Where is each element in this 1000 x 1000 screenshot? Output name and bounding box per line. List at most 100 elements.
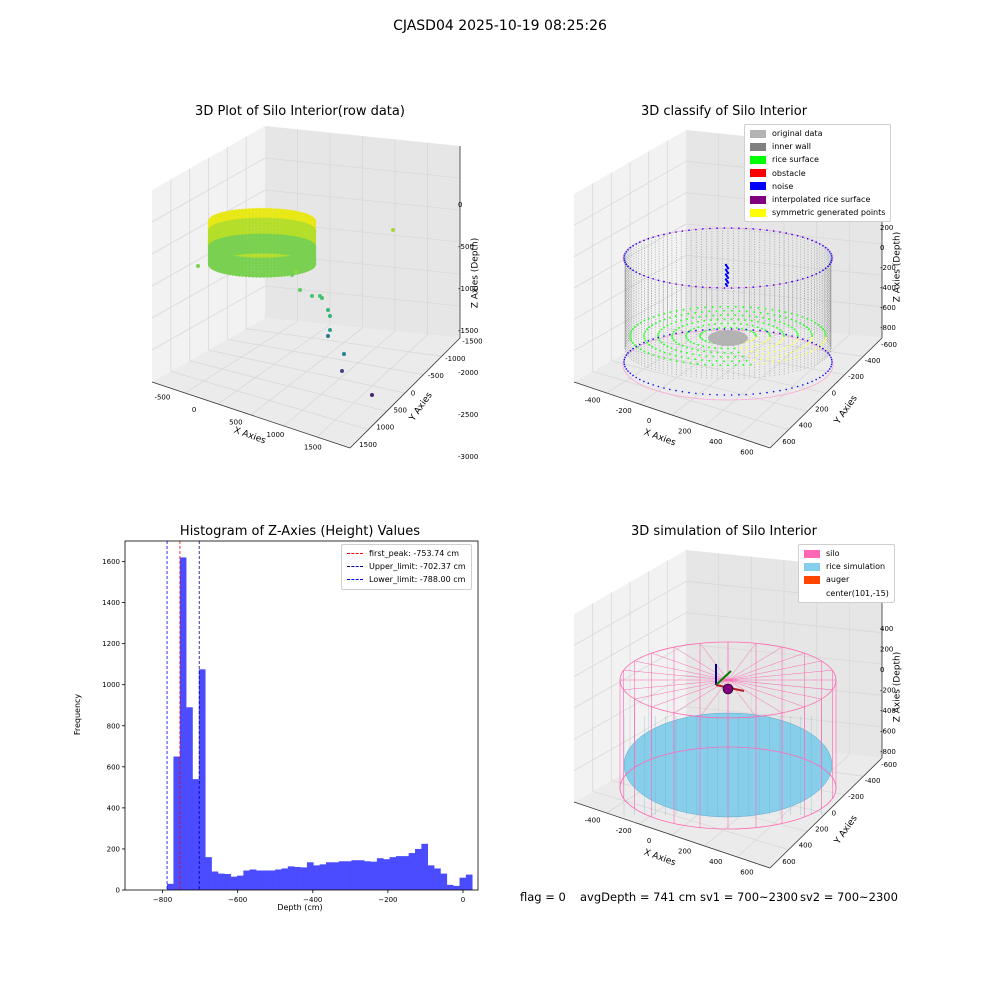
p1-point [282,237,287,243]
p1-point [247,237,252,242]
p1-point [243,237,249,242]
hist-bar [453,885,460,890]
p1-point [254,214,259,219]
p1-point [250,236,256,242]
p1-point [237,228,242,233]
hist-bar [326,862,333,890]
p1-point [240,221,245,226]
p1-ytick: -1500 [462,338,482,346]
p1-point [275,214,281,220]
p1-point [237,225,242,230]
p1-point [275,237,281,242]
p1-point [285,268,291,273]
p1-point [272,253,277,259]
hist-bar [275,869,282,890]
p1-point [265,220,270,226]
hist-ytick-label: 400 [107,804,120,812]
figure-title: CJASD04 2025-10-19 08:25:26 [393,18,607,34]
p1-point [275,269,281,274]
p4-legend-item: silo [804,547,889,560]
p1-point [254,227,259,232]
p1-ytick: -500 [428,372,444,380]
p1-point [247,266,252,271]
p1-point [243,269,249,274]
p1-point [265,214,270,219]
p1-point [265,227,270,232]
hist-bar [345,861,352,890]
legend-swatch [750,208,766,217]
hist-bar [459,877,467,890]
hist-ytick-label: 800 [107,722,120,730]
hist-ytick-label: 0 [116,887,120,895]
legend-swatch [750,142,766,151]
p1-point [272,266,277,271]
p1-point [285,265,291,270]
legend-label: auger [826,575,850,585]
p1-point [265,243,270,248]
p1-point [261,223,266,229]
legend-swatch [804,589,820,597]
p1-point [240,256,245,261]
p1-point [240,215,245,220]
p1-point [258,207,263,213]
legend-label: center(101,-15) [826,588,889,598]
p1-point [275,218,281,223]
p1-point [272,221,277,226]
p1-point [279,243,284,249]
p1-point [265,260,270,265]
hist-bar [179,557,187,890]
p1-point [254,233,259,238]
p1-point [237,218,242,223]
p1-point [240,243,245,249]
p1-point [247,233,252,239]
p1-point [279,218,284,223]
p1-point [265,270,270,275]
p1-point [254,239,259,245]
p1-point [243,253,249,258]
p2-legend-item: interpolated rice surface [750,193,885,206]
p1-point [258,254,263,259]
p1-point [268,263,274,268]
p1-point [261,227,266,232]
p1-point [250,220,256,226]
p1-point [250,243,256,248]
p1-point [243,214,249,220]
p1-point [279,211,284,217]
hist-bar [370,861,378,890]
p1-point [254,263,259,269]
p1-point [254,217,259,222]
p1-point [254,270,259,275]
p1-point [243,260,249,265]
hist-bar [300,867,308,890]
p1-point [258,233,263,238]
p1-point [282,228,287,233]
p1-point [240,211,245,217]
hist-bar [217,873,225,890]
p1-point [254,220,259,226]
p1-point [279,227,284,233]
legend-label: rice simulation [826,562,886,572]
p1-point [272,230,277,235]
legend-swatch [804,575,820,584]
p1-point [268,230,274,235]
p1-point [261,220,266,225]
p1-point [258,239,263,245]
p1-point [261,254,266,259]
p1-point [233,225,239,230]
p1-point [258,270,263,275]
p1-point [247,227,252,232]
p1-point [254,266,259,272]
p1-point [279,231,284,236]
p1-point [237,256,242,261]
p1-ztick: -1000 [458,285,478,293]
p1-point [275,260,281,265]
p1-point [272,269,277,275]
p1-point [268,243,274,248]
p1-xtick: 500 [229,418,242,426]
p1-ytick: 500 [394,406,407,414]
p1-point [237,234,242,239]
p1-point [272,208,277,213]
p1-point [275,234,281,239]
p1-point [261,230,266,235]
p1-point [250,266,256,272]
